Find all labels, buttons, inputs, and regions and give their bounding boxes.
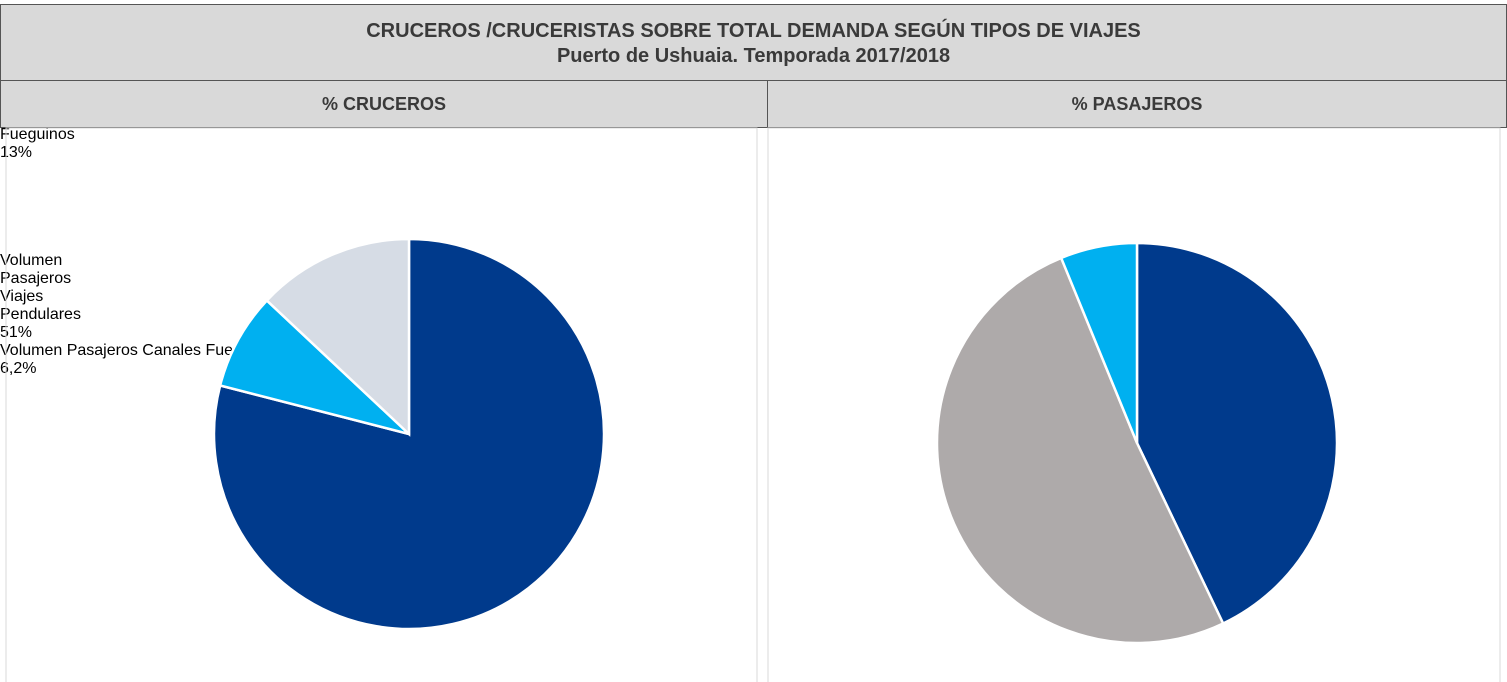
panel — [5, 127, 758, 682]
value-label: 6,2% — [0, 360, 37, 377]
pie-slice — [218, 298, 410, 436]
panel — [767, 127, 1501, 682]
category-label: Volumen Pasajeros Viajes Antárticos — [0, 162, 72, 233]
column-header: % CRUCEROS — [0, 80, 768, 128]
pie-slice — [935, 256, 1225, 645]
pie-slice — [1135, 241, 1339, 626]
data-label: Volumen Pasajeros Canales Fueguinos 6,2% — [0, 342, 1507, 378]
pie-slice — [1059, 241, 1139, 444]
value-label: 43% — [0, 234, 33, 251]
category-label: Volumen Pasajeros Viajes Pendulares — [0, 252, 81, 323]
data-label: Volumen Pasajeros Viajes Antárticos 43% — [0, 162, 1507, 252]
header: CRUCEROS /CRUCERISTAS SOBRE TOTAL DEMAND… — [0, 4, 1507, 81]
value-label: 51% — [0, 324, 33, 341]
header-title: CRUCEROS /CRUCERISTAS SOBRE TOTAL DEMAND… — [366, 20, 1141, 42]
header-subtitle: Puerto de Ushuaia. Temporada 2017/2018 — [556, 45, 951, 67]
data-label: Volumen Pasajeros Viajes Pendulares 51% — [0, 252, 1507, 342]
value-label: 13% — [0, 144, 33, 161]
category-label: Volumen Pasajeros Canales Fueguinos — [0, 342, 281, 359]
pie-slice — [265, 237, 411, 437]
